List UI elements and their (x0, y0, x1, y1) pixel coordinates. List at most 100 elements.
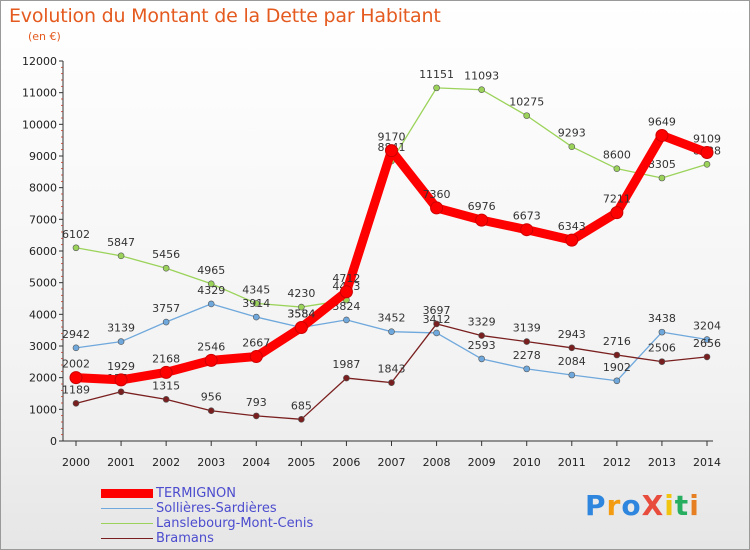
data-label: 1929 (107, 360, 135, 373)
x-tick-label: 2001 (107, 456, 135, 469)
data-point (700, 146, 714, 160)
logo-letter: i (689, 489, 700, 522)
logo-letter: o (621, 489, 642, 522)
data-label: 2593 (468, 339, 496, 352)
data-point (523, 365, 531, 373)
data-label: 9170 (378, 131, 406, 144)
logo-letter: t (674, 489, 690, 522)
x-tick-label: 2005 (287, 456, 315, 469)
data-label: 8305 (648, 158, 676, 171)
data-point (478, 355, 485, 363)
data-label: 1987 (332, 358, 360, 371)
legend-swatch-termignon (101, 489, 153, 498)
data-point (703, 160, 711, 168)
data-label: 2667 (242, 337, 270, 350)
x-tick-label: 2006 (332, 456, 360, 469)
data-point (249, 350, 263, 364)
data-label: 6976 (468, 200, 496, 213)
data-point (117, 388, 125, 396)
data-label: 2084 (558, 355, 586, 368)
data-label: 3452 (378, 312, 406, 325)
data-label: 11151 (419, 68, 454, 81)
data-label: 3329 (468, 316, 496, 329)
data-point (298, 303, 305, 311)
data-point (207, 407, 215, 415)
data-label: 4329 (197, 284, 225, 297)
data-point (114, 373, 128, 387)
data-label: 6102 (62, 228, 90, 241)
x-tick-label: 2000 (62, 456, 90, 469)
logo-letter: P (585, 489, 607, 522)
data-label: 2943 (558, 328, 586, 341)
data-point (343, 316, 350, 324)
data-point (610, 206, 624, 220)
logo-letter: i (664, 489, 675, 522)
data-point (162, 264, 170, 272)
data-point (117, 252, 125, 260)
data-label: 3438 (648, 312, 676, 325)
data-point (475, 213, 489, 227)
data-point (385, 144, 398, 158)
y-tick-label: 7000 (29, 213, 57, 226)
x-tick-label: 2004 (242, 456, 270, 469)
data-label: 3204 (693, 320, 721, 333)
data-label: 4965 (197, 264, 225, 277)
data-point (72, 400, 80, 407)
data-point (655, 128, 669, 142)
data-point (613, 351, 621, 359)
data-label: 3412 (423, 313, 451, 326)
data-label: 1189 (62, 383, 90, 396)
data-point (343, 374, 350, 382)
chart-title: Evolution du Montant de la Dette par Hab… (9, 5, 441, 27)
data-point (430, 201, 444, 215)
y-tick-label: 10000 (22, 118, 57, 131)
y-tick-label: 0 (50, 435, 57, 448)
data-label: 793 (246, 396, 267, 409)
data-point (207, 300, 215, 308)
x-tick-label: 2013 (648, 456, 676, 469)
x-tick-label: 2009 (468, 456, 496, 469)
data-point (294, 321, 308, 335)
x-tick-label: 2010 (513, 456, 541, 469)
data-point (207, 280, 215, 288)
data-point (613, 165, 621, 172)
legend-label-sollieres: Sollières-Sardières (156, 501, 277, 516)
data-point (159, 365, 173, 379)
data-label: 4345 (242, 283, 270, 296)
x-tick-label: 2014 (693, 456, 721, 469)
y-tick-label: 9000 (29, 150, 57, 163)
y-tick-label: 1000 (29, 403, 57, 416)
data-label: 956 (201, 391, 222, 404)
data-point (252, 313, 260, 321)
legend-label-termignon: TERMIGNON (156, 486, 236, 501)
x-tick-label: 2008 (423, 456, 451, 469)
data-label: 6673 (513, 210, 541, 223)
data-point (433, 329, 440, 337)
data-label: 2546 (197, 340, 225, 353)
x-tick-label: 2003 (197, 456, 225, 469)
data-label: 3697 (423, 304, 451, 317)
data-point (204, 353, 218, 367)
data-label: 11093 (464, 70, 499, 83)
data-label: 2278 (513, 349, 541, 362)
logo-letter: r (606, 489, 622, 522)
data-point (658, 328, 666, 336)
legend-label-lanslebourg: Lanslebourg-Mont-Cenis (156, 516, 314, 531)
legend-swatch-sollieres (101, 508, 153, 509)
data-label: 4230 (287, 287, 315, 300)
data-point (568, 143, 576, 151)
y-tick-label: 8000 (29, 182, 57, 195)
data-label: 2942 (62, 328, 90, 341)
legend-swatch-lanslebourg (101, 523, 153, 524)
data-label: 9293 (558, 127, 586, 140)
x-tick-label: 2002 (152, 456, 180, 469)
y-tick-label: 6000 (29, 245, 57, 258)
unit-label: (en €) (28, 30, 61, 43)
data-label: 9109 (693, 133, 721, 146)
data-label: 685 (291, 399, 312, 412)
data-point (568, 344, 576, 352)
data-point (703, 353, 711, 361)
data-point (703, 336, 711, 343)
data-label: 6343 (558, 220, 586, 233)
